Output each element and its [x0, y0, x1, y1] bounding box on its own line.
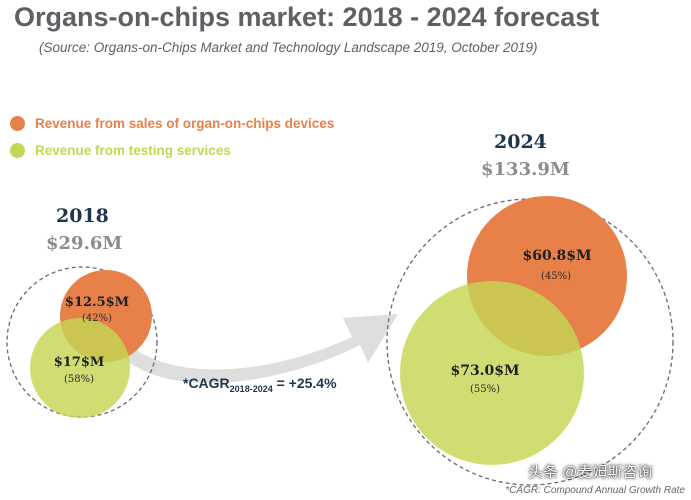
share-label-2024-devices: (45%) [540, 271, 572, 282]
bubble-2024-services [400, 281, 584, 465]
watermark: 头条 @麦姆斯咨询 [528, 464, 653, 481]
legend-dot-devices [10, 116, 25, 131]
cagr-annotation: *CAGR2018-2024 = +25.4% [183, 375, 337, 394]
legend-item-services: Revenue from testing services [10, 143, 231, 158]
cagr-prefix: *CAGR [183, 375, 230, 391]
cagr-period: 2018-2024 [229, 383, 273, 394]
value-label-2024-services: $73.0$M [450, 363, 520, 379]
share-label-2024-services: (55%) [469, 384, 501, 395]
share-label-2018-devices: (42%) [81, 313, 113, 324]
value-label-2018-devices: $12.5$M [64, 295, 130, 310]
growth-arrow [118, 314, 398, 383]
year-label-2024: 2024 [494, 131, 547, 153]
year-label-2018: 2018 [56, 205, 109, 227]
chart-title: Organs-on-chips market: 2018 - 2024 fore… [14, 2, 600, 32]
value-label-2018-services: $17$M [53, 355, 105, 370]
chart-subtitle: (Source: Organs-on-Chips Market and Tech… [39, 40, 538, 55]
total-label-2024: $133.9M [481, 159, 570, 180]
legend-label-services: Revenue from testing services [35, 143, 231, 158]
total-label-2018: $29.6M [46, 233, 123, 254]
cagr-footnote: *CAGR: Compound Annual Growth Rate [505, 485, 685, 496]
outline-2018 [6, 266, 158, 418]
value-label-2024-devices: $60.8$M [522, 248, 592, 264]
legend-label-devices: Revenue from sales of organ-on-chips dev… [35, 116, 335, 131]
legend-dot-services [10, 143, 25, 158]
bubble-2018-services [30, 318, 130, 418]
cagr-value: = +25.4% [272, 375, 337, 391]
legend-item-devices: Revenue from sales of organ-on-chips dev… [10, 116, 334, 131]
share-label-2018-services: (58%) [63, 374, 95, 385]
